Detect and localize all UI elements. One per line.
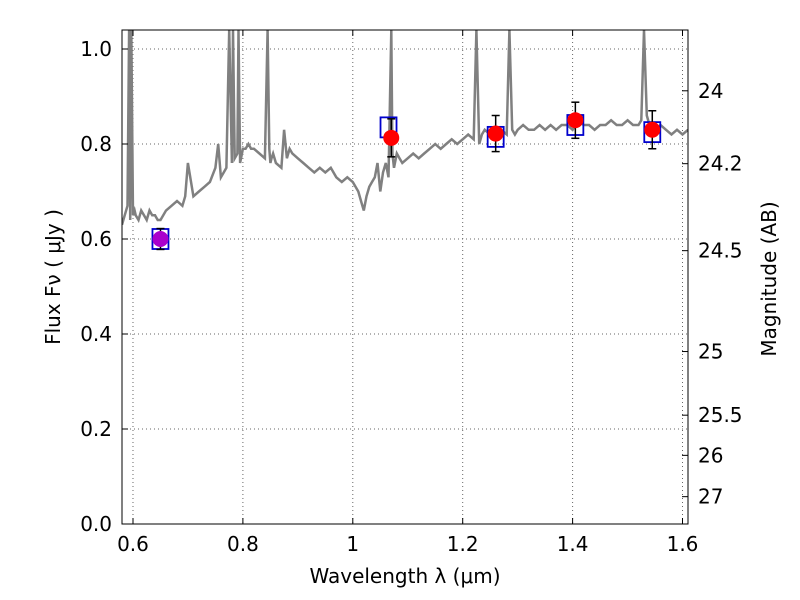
right-tick-label: 26 — [698, 443, 723, 467]
y-tick-label: 0.0 — [80, 512, 112, 536]
y-tick-label: 0.4 — [80, 322, 112, 346]
data-point — [644, 121, 661, 138]
right-tick-label: 25 — [698, 340, 723, 364]
data-point — [383, 129, 400, 146]
plot-frame — [121, 29, 689, 525]
data-point — [152, 231, 169, 247]
right-axis-label: Magnitude (AB) — [757, 201, 781, 356]
spectrum-line — [122, 30, 688, 226]
right-tick-label: 24 — [698, 79, 723, 103]
x-axis-label: Wavelength λ (μm) — [309, 564, 500, 588]
right-tick-label: 24.5 — [698, 239, 743, 263]
x-tick-label: 0.8 — [227, 532, 259, 556]
plot-area — [122, 30, 688, 251]
x-tick-label: 1.4 — [557, 532, 589, 556]
y-tick-label: 1.0 — [80, 37, 112, 61]
x-tick-label: 0.6 — [117, 532, 149, 556]
y-tick-label: 0.8 — [80, 132, 112, 156]
right-tick-label: 24.2 — [698, 152, 743, 176]
x-tick-label: 1.2 — [447, 532, 479, 556]
data-point — [567, 112, 584, 129]
x-tick-label: 1.6 — [667, 532, 699, 556]
x-tick-label: 1 — [346, 532, 359, 556]
right-tick-label: 25.5 — [698, 403, 743, 427]
y-tick-label: 0.2 — [80, 417, 112, 441]
right-tick-label: 27 — [698, 485, 723, 509]
data-point — [487, 125, 504, 142]
y-axis-label: Flux Fν ( μJy ) — [41, 209, 65, 345]
grid — [122, 30, 688, 525]
y-tick-label: 0.6 — [80, 227, 112, 251]
